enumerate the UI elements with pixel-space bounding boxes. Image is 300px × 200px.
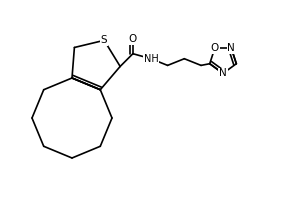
Text: N: N <box>227 43 235 53</box>
Text: NH: NH <box>143 54 158 64</box>
Text: O: O <box>211 43 219 53</box>
Text: N: N <box>219 68 227 78</box>
Text: S: S <box>101 35 107 45</box>
Text: O: O <box>129 34 137 44</box>
